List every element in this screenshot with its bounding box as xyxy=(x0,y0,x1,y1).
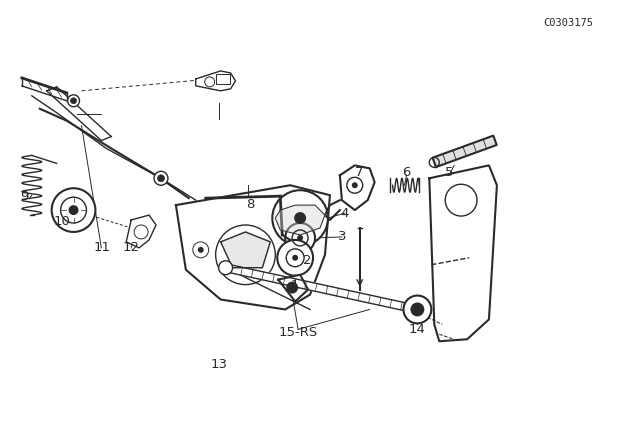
Circle shape xyxy=(294,212,306,224)
Circle shape xyxy=(52,188,95,232)
Circle shape xyxy=(286,282,298,293)
Text: 7: 7 xyxy=(355,166,363,179)
Circle shape xyxy=(198,247,204,253)
Circle shape xyxy=(292,255,298,261)
Circle shape xyxy=(219,261,232,275)
Text: 3: 3 xyxy=(338,230,346,243)
Circle shape xyxy=(70,98,77,104)
Circle shape xyxy=(403,296,431,323)
Circle shape xyxy=(216,225,275,284)
Polygon shape xyxy=(176,185,330,310)
Text: 8: 8 xyxy=(246,198,255,211)
Polygon shape xyxy=(225,264,418,313)
Circle shape xyxy=(347,177,363,193)
Text: 12: 12 xyxy=(123,241,140,254)
Polygon shape xyxy=(433,136,497,167)
Circle shape xyxy=(272,190,328,246)
Polygon shape xyxy=(275,205,325,235)
Text: 1: 1 xyxy=(291,279,300,292)
Circle shape xyxy=(285,223,315,253)
Circle shape xyxy=(410,302,424,316)
Polygon shape xyxy=(278,275,308,302)
Circle shape xyxy=(297,235,303,241)
Text: 14: 14 xyxy=(409,323,426,336)
Polygon shape xyxy=(429,165,497,341)
Text: 15-RS: 15-RS xyxy=(278,326,318,339)
Text: 11: 11 xyxy=(94,241,111,254)
Circle shape xyxy=(68,205,79,215)
Text: 4: 4 xyxy=(340,207,349,220)
Circle shape xyxy=(352,182,358,188)
Text: 2: 2 xyxy=(303,254,311,267)
Circle shape xyxy=(277,240,313,276)
Text: C0303175: C0303175 xyxy=(543,18,593,28)
Text: 10: 10 xyxy=(53,215,70,228)
Text: 6: 6 xyxy=(403,166,411,179)
Polygon shape xyxy=(196,71,236,91)
Circle shape xyxy=(157,175,164,182)
Polygon shape xyxy=(340,165,374,210)
Text: 9: 9 xyxy=(20,190,28,202)
Polygon shape xyxy=(126,215,156,248)
Circle shape xyxy=(154,171,168,185)
Polygon shape xyxy=(221,232,270,268)
Circle shape xyxy=(68,95,79,107)
Text: 13: 13 xyxy=(210,358,227,370)
Text: 5: 5 xyxy=(445,166,454,179)
